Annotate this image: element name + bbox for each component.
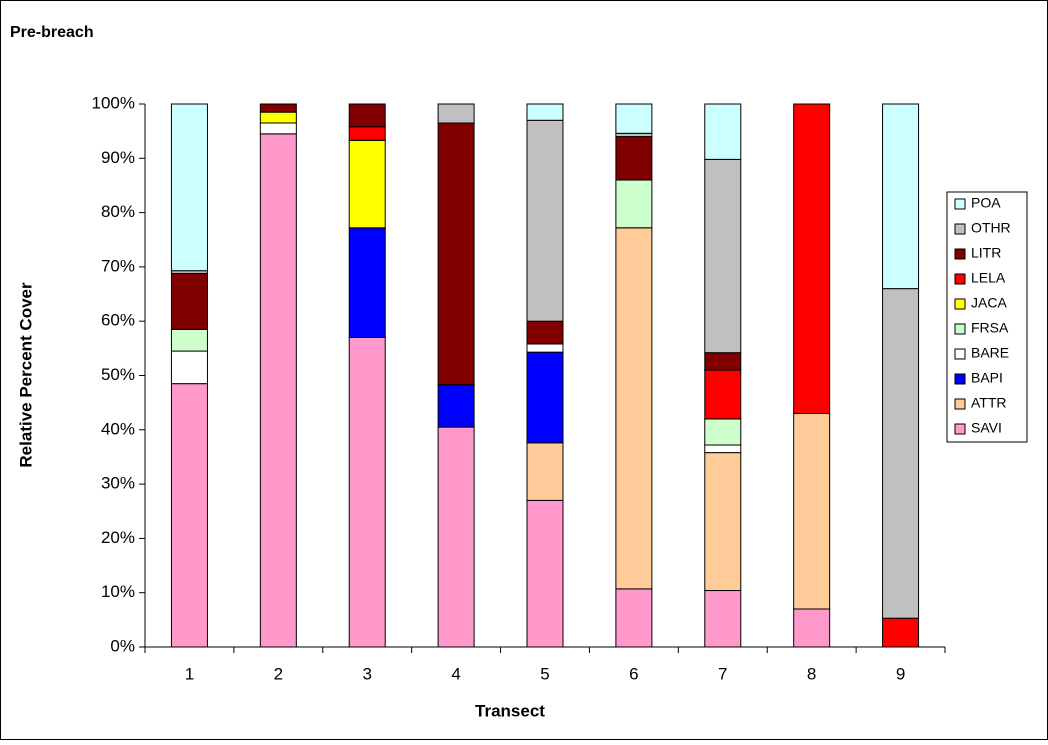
legend-label: LITR [971,245,1001,261]
bar-segment [348,126,386,141]
bar-segment [437,122,475,386]
legend-swatch [954,348,966,360]
legend-swatch [954,248,966,260]
bar-segment [170,383,208,648]
bar-segment [793,608,831,648]
legend-label: ATTR [971,395,1007,411]
y-tick-label: 70% [101,256,135,275]
y-tick-label: 10% [101,582,135,601]
x-tick-label: 6 [629,664,638,683]
bar-segment [259,122,297,135]
bar-segment [348,103,386,128]
bar-segment [348,336,386,648]
bar-segment [437,384,475,428]
legend-label: OTHR [971,220,1011,236]
bar-segment [526,320,564,345]
bar-segment [170,328,208,352]
bar-segment [348,139,386,229]
bar-segment [526,442,564,501]
x-tick-label: 8 [807,664,816,683]
bar-segment [170,350,208,385]
bar-segment [437,426,475,648]
bar-segment [793,103,831,415]
x-tick-label: 1 [185,664,194,683]
bar-segment [259,111,297,124]
chart-title: Pre-breach [10,24,94,41]
legend-swatch [954,423,966,435]
bar-segment [526,119,564,322]
bar-segment [437,103,475,124]
y-tick-label: 80% [101,202,135,221]
bar-segment [704,103,742,160]
bar-segment [882,103,920,290]
legend-swatch [954,198,966,210]
legend-label: POA [971,195,1001,211]
bar-segment [526,499,564,648]
bar-segment [526,351,564,444]
bar-segment [704,452,742,592]
legend-swatch [954,373,966,385]
x-tick-label: 7 [718,664,727,683]
bar-segment [704,352,742,371]
y-tick-label: 50% [101,365,135,384]
bar-segment [704,418,742,446]
bar-segment [704,369,742,420]
bar-segment [704,158,742,354]
legend-label: LELA [971,270,1006,286]
legend-label: JACA [971,295,1007,311]
legend-label: BAPI [971,370,1003,386]
bar-segment [170,103,208,272]
y-tick-label: 40% [101,419,135,438]
x-tick-label: 3 [362,664,371,683]
x-tick-label: 2 [274,664,283,683]
bar-segment [259,103,297,113]
legend-label: FRSA [971,320,1009,336]
bar-segment [882,288,920,619]
y-tick-label: 20% [101,528,135,547]
bar-segment [615,103,653,134]
x-tick-label: 4 [451,664,460,683]
legend-swatch [954,273,966,285]
legend-label: SAVI [971,420,1002,436]
legend-swatch [954,398,966,410]
bar-segment [526,103,564,121]
y-tick-label: 30% [101,474,135,493]
bar-segment [704,444,742,454]
bar-segment [704,590,742,648]
legend-label: BARE [971,345,1009,361]
bar-segment [793,413,831,610]
y-axis-label: Relative Percent Cover [16,282,35,468]
y-tick-label: 0% [110,636,135,655]
bar-segment [615,588,653,648]
bar-segment [348,227,386,338]
bar-segment [615,179,653,229]
y-tick-label: 100% [92,93,135,112]
bar-segment [259,133,297,648]
x-tick-label: 9 [896,664,905,683]
x-axis-label: Transect [475,701,545,720]
x-tick-label: 5 [540,664,549,683]
bar-segment [615,136,653,181]
bar-segment [170,272,208,330]
y-tick-label: 60% [101,311,135,330]
y-tick-label: 90% [101,148,135,167]
legend-swatch [954,323,966,335]
bar-segment [615,227,653,590]
legend-swatch [954,223,966,235]
bar-segment [526,343,564,353]
legend-swatch [954,298,966,310]
bar-segment [882,617,920,648]
